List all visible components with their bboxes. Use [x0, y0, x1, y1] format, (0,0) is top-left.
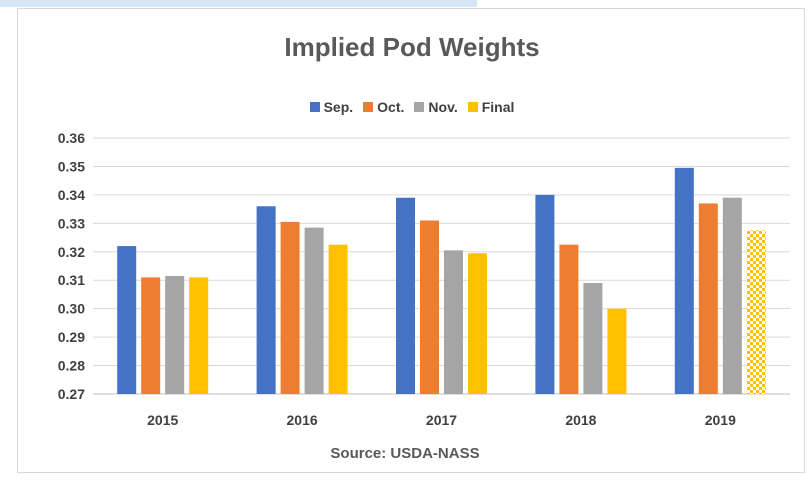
- y-tick-label: 0.33: [58, 215, 85, 231]
- legend-label: Nov.: [428, 99, 458, 115]
- y-tick-label: 0.28: [58, 358, 85, 374]
- legend-item: Final: [467, 99, 515, 115]
- legend-label: Sep.: [323, 99, 354, 115]
- bar-final-2015: [189, 277, 209, 394]
- y-tick-label: 0.34: [58, 187, 85, 203]
- legend-swatch: [467, 102, 478, 112]
- bar-oct-2019: [698, 203, 718, 394]
- bar-final-2017: [468, 253, 487, 394]
- bar-final-2018: [607, 308, 627, 394]
- chart-title: Implied Pod Weights: [284, 32, 540, 62]
- legend-label: Oct.: [377, 99, 405, 115]
- legend-item: Sep.: [309, 99, 354, 115]
- legend-item: Nov.: [414, 99, 458, 115]
- y-tick-label: 0.27: [58, 386, 85, 402]
- bar-nov-2017: [444, 250, 463, 394]
- bar-oct-2018: [559, 244, 579, 394]
- bar-sep-2017: [396, 197, 415, 394]
- bar-sep-2019: [674, 167, 694, 394]
- top-strip: [0, 0, 477, 7]
- bar-nov-2015: [165, 275, 185, 394]
- bar-oct-2017: [420, 220, 439, 394]
- y-tick-label: 0.29: [58, 329, 85, 345]
- x-tick-label: 2018: [565, 412, 596, 428]
- y-tick-label: 0.35: [58, 158, 85, 174]
- bar-oct-2015: [141, 277, 161, 394]
- x-tick-label: 2015: [147, 412, 178, 428]
- x-tick-label: 2017: [426, 412, 457, 428]
- legend-label: Final: [481, 99, 515, 115]
- bar-sep-2016: [256, 206, 276, 394]
- legend-swatch: [363, 102, 374, 112]
- x-tick-label: 2019: [705, 412, 736, 428]
- legend: Sep. Oct. Nov. Final: [18, 99, 806, 115]
- bar-final-2019: [746, 230, 766, 394]
- x-tick-label: 2016: [287, 412, 318, 428]
- y-tick-label: 0.36: [58, 130, 85, 146]
- bar-nov-2018: [583, 283, 603, 394]
- bar-nov-2019: [722, 197, 742, 394]
- y-tick-label: 0.32: [58, 244, 85, 260]
- bar-nov-2016: [304, 227, 324, 394]
- bar-sep-2018: [535, 194, 555, 394]
- legend-swatch: [309, 102, 320, 112]
- source-label: Source: USDA-NASS: [330, 445, 480, 462]
- y-tick-label: 0.31: [58, 272, 85, 288]
- bar-sep-2015: [117, 246, 137, 394]
- bar-oct-2016: [280, 221, 300, 394]
- legend-item: Oct.: [363, 99, 404, 115]
- bar-final-2016: [328, 244, 348, 394]
- y-tick-label: 0.30: [58, 301, 85, 317]
- legend-swatch: [414, 102, 425, 112]
